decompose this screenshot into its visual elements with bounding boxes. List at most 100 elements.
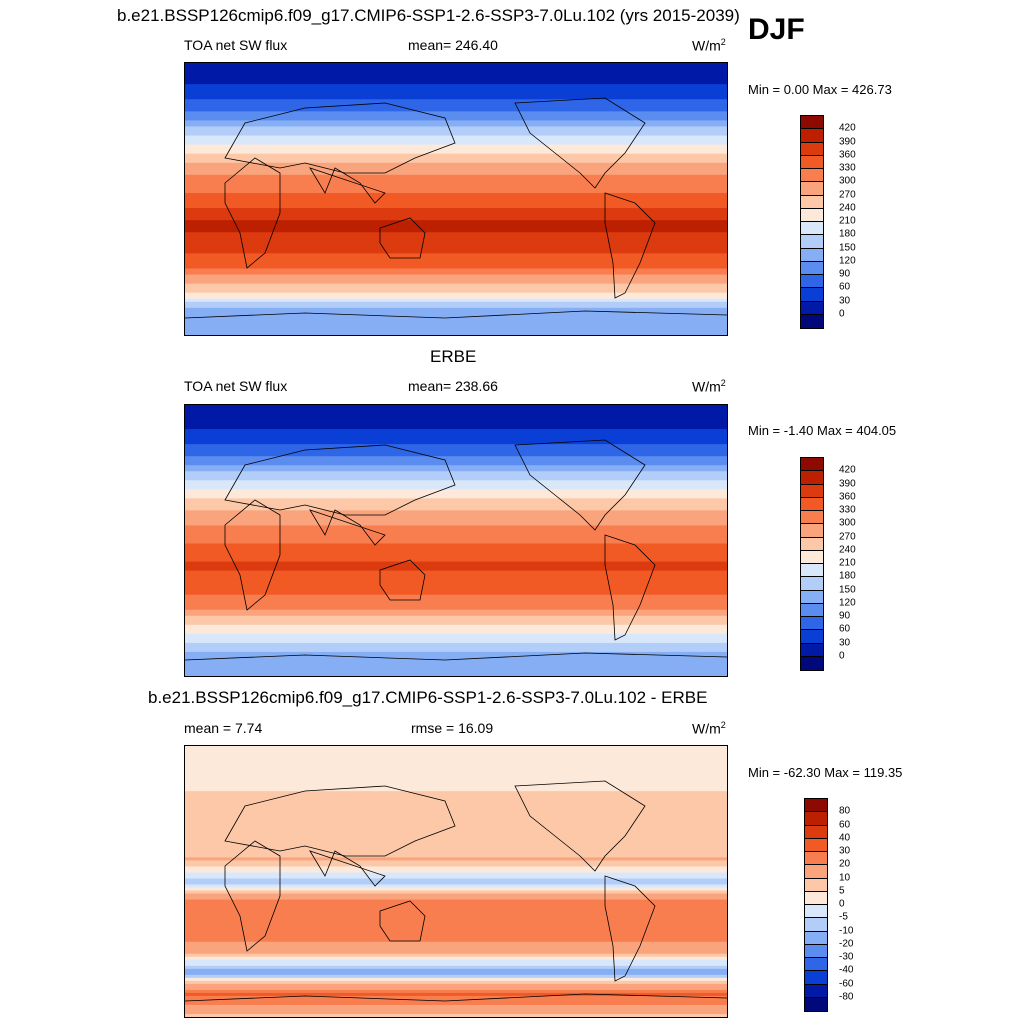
panel-3-field xyxy=(185,746,727,1017)
field-band xyxy=(185,268,727,273)
field-band xyxy=(185,618,727,623)
coastline xyxy=(224,499,281,611)
colorbar-tick-label: 180 xyxy=(839,228,856,240)
field-band xyxy=(185,171,727,176)
colorbar-tick-label: -10 xyxy=(839,925,854,936)
colorbar-swatch xyxy=(801,129,823,143)
field-band xyxy=(185,830,727,834)
field-band xyxy=(185,486,727,490)
field-band xyxy=(185,776,727,780)
field-band xyxy=(185,96,727,100)
field-band xyxy=(185,462,727,466)
field-band xyxy=(185,603,727,608)
coastline xyxy=(224,102,456,174)
field-band xyxy=(185,313,727,318)
panel-2-units: W/m2 xyxy=(692,378,726,395)
colorbar-swatch xyxy=(805,944,827,958)
field-band xyxy=(185,126,727,131)
field-band xyxy=(185,875,727,880)
field-band xyxy=(185,1013,727,1017)
colorbar-tick-label: 60 xyxy=(839,623,851,635)
field-band xyxy=(185,280,727,285)
panel-2-mean-label: mean= 238.66 xyxy=(408,378,498,394)
panel-1-colorbar xyxy=(800,115,824,329)
season-label: DJF xyxy=(748,13,805,46)
field-band xyxy=(185,528,727,533)
field-band xyxy=(185,932,727,937)
field-band xyxy=(185,244,727,248)
field-band xyxy=(185,232,727,236)
field-band xyxy=(185,435,727,439)
field-band xyxy=(185,129,727,134)
field-band xyxy=(185,66,727,70)
panel-3-rmse-label: rmse = 16.09 xyxy=(411,720,494,736)
field-band xyxy=(185,525,727,530)
field-band xyxy=(185,1010,727,1015)
field-band xyxy=(185,621,727,626)
field-band xyxy=(185,492,727,496)
field-band xyxy=(185,609,727,614)
panel-1-variable-label: TOA net SW flux xyxy=(184,37,288,53)
field-band xyxy=(185,420,727,424)
colorbar-tick-label: 120 xyxy=(839,255,856,267)
field-band xyxy=(185,570,727,575)
colorbar-swatch xyxy=(801,222,823,236)
field-band xyxy=(185,195,727,200)
coastline xyxy=(185,993,727,1002)
field-band xyxy=(185,651,727,656)
field-band xyxy=(185,111,727,115)
field-band xyxy=(185,579,727,584)
panel-3-map xyxy=(184,745,728,1018)
colorbar-swatch xyxy=(801,630,823,644)
field-band xyxy=(185,806,727,810)
field-band xyxy=(185,501,727,505)
field-band xyxy=(185,770,727,774)
field-band xyxy=(185,289,727,294)
field-band xyxy=(185,896,727,901)
field-band xyxy=(185,567,727,572)
colorbar-tick-label: 420 xyxy=(839,122,856,134)
field-band xyxy=(185,833,727,837)
field-band xyxy=(185,1004,727,1009)
field-band xyxy=(185,72,727,76)
field-band xyxy=(185,180,727,185)
field-band xyxy=(185,597,727,602)
field-band xyxy=(185,986,727,991)
colorbar-swatch xyxy=(801,603,823,617)
field-band xyxy=(185,147,727,152)
field-band xyxy=(185,540,727,545)
colorbar-tick-label: -60 xyxy=(839,978,854,989)
field-band xyxy=(185,639,727,644)
field-band xyxy=(185,63,727,67)
field-band xyxy=(185,325,727,330)
field-band xyxy=(185,156,727,161)
field-band xyxy=(185,669,727,674)
field-band xyxy=(185,328,727,333)
panel-1-units: W/m2 xyxy=(692,37,726,54)
field-band xyxy=(185,510,727,514)
field-band xyxy=(185,755,727,759)
field-band xyxy=(185,1007,727,1012)
field-band xyxy=(185,600,727,605)
field-band xyxy=(185,453,727,457)
field-band xyxy=(185,764,727,768)
field-band xyxy=(185,411,727,415)
coastline xyxy=(604,192,656,299)
panel-3-mean-label: mean = 7.74 xyxy=(184,720,263,736)
colorbar-swatch xyxy=(801,497,823,511)
field-band xyxy=(185,408,727,412)
field-band xyxy=(185,75,727,79)
colorbar-swatch xyxy=(801,235,823,249)
colorbar-swatch xyxy=(801,537,823,551)
field-band xyxy=(185,483,727,487)
panel-3-colorbar xyxy=(804,798,828,1012)
field-band xyxy=(185,199,727,203)
field-band xyxy=(185,153,727,158)
field-band xyxy=(185,226,727,230)
field-band xyxy=(185,845,727,849)
colorbar-swatch xyxy=(801,314,823,328)
colorbar-tick-label: 330 xyxy=(839,162,856,174)
colorbar-swatch xyxy=(805,905,827,919)
field-band xyxy=(185,782,727,786)
colorbar-swatch xyxy=(801,301,823,315)
